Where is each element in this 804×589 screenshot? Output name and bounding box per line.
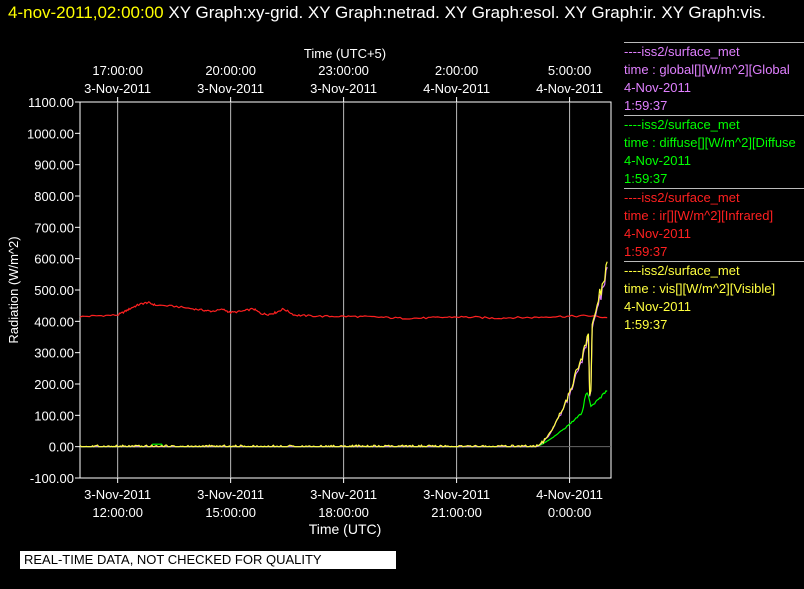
y-tick-label: 800.00 xyxy=(34,189,74,204)
y-tick-label: 1000.00 xyxy=(27,126,74,141)
legend-date: 4-Nov-2011 xyxy=(624,226,691,241)
x-tick-time: 18:00:00 xyxy=(318,505,369,520)
y-tick-label: 300.00 xyxy=(34,346,74,361)
x-tick-date: 4-Nov-2011 xyxy=(536,487,603,502)
x2-tick-time: 5:00:00 xyxy=(548,63,591,78)
quality-notice: REAL-TIME DATA, NOT CHECKED FOR QUALITY xyxy=(20,551,396,569)
series-lines xyxy=(79,261,608,448)
legend-date: 4-Nov-2011 xyxy=(624,153,691,168)
y-tick-label: 400.00 xyxy=(34,314,74,329)
y-tick-label: 500.00 xyxy=(34,283,74,298)
x2-axis-label: Time (UTC+5) xyxy=(304,46,386,61)
legend-time: 1:59:37 xyxy=(624,317,668,332)
y-tick-label: 700.00 xyxy=(34,220,74,235)
legend-time: 1:59:37 xyxy=(624,171,668,186)
chart-title: 4-nov-2011,02:00:00 XY Graph:xy-grid. XY… xyxy=(8,2,798,24)
x-axis-top-ticks: 17:00:00 3-Nov-2011 20:00:00 3-Nov-2011 23:0… xyxy=(84,63,603,102)
grid-lines xyxy=(80,102,611,478)
x-tick-date: 3-Nov-2011 xyxy=(84,487,151,502)
legend-variable: time : diffuse[][W/m^2][Diffuse xyxy=(624,135,796,150)
y-tick-label: 1100.00 xyxy=(28,95,74,110)
x-tick-date: 3-Nov-2011 xyxy=(197,487,264,502)
x2-tick-time: 20:00:00 xyxy=(205,63,256,78)
legend-variable: time : ir[][W/m^2][Infrared] xyxy=(624,208,774,223)
legend-source: ----iss2/surface_met xyxy=(624,44,740,59)
x2-tick-time: 2:00:00 xyxy=(435,63,478,78)
x2-tick-time: 23:00:00 xyxy=(318,63,369,78)
y-tick-label: 200.00 xyxy=(34,377,74,392)
legend-source: ----iss2/surface_met xyxy=(624,190,740,205)
series-line-ir xyxy=(79,301,608,320)
plot-frame xyxy=(79,101,612,479)
x2-tick-date: 4-Nov-2011 xyxy=(423,81,490,96)
legend-time: 1:59:37 xyxy=(624,244,668,259)
legend-date: 4-Nov-2011 xyxy=(624,80,691,95)
y-tick-label: 900.00 xyxy=(34,158,74,173)
series-line-vis xyxy=(79,261,608,448)
x-tick-date: 3-Nov-2011 xyxy=(423,487,490,502)
legend-source: ----iss2/surface_met xyxy=(624,263,740,278)
y-tick-label: 100.00 xyxy=(34,408,74,423)
title-timestamp: 4-nov-2011,02:00:00 xyxy=(8,3,164,22)
y-axis-label: Radiation (W/m^2) xyxy=(6,236,21,343)
legend-date: 4-Nov-2011 xyxy=(624,299,691,314)
title-graph-list: XY Graph:xy-grid. XY Graph:netrad. XY Gr… xyxy=(168,3,766,22)
x-tick-time: 0:00:00 xyxy=(548,505,591,520)
y-tick-label: -100.00 xyxy=(30,471,74,486)
x-tick-date: 3-Nov-2011 xyxy=(310,487,377,502)
y-axis-ticks: -100.00 0.00 100.00 200.00 300.00 400.00 500.0… xyxy=(27,95,80,486)
x-tick-time: 15:00:00 xyxy=(205,505,256,520)
x-tick-time: 21:00:00 xyxy=(431,505,482,520)
x2-tick-date: 3-Nov-2011 xyxy=(84,81,151,96)
legend-source: ----iss2/surface_met xyxy=(624,117,740,132)
x-axis-bottom-ticks: 3-Nov-2011 12:00:00 3-Nov-2011 15:00:00 3-No… xyxy=(84,478,603,520)
legend-time: 1:59:37 xyxy=(624,98,668,113)
legend-variable: time : vis[][W/m^2][Visible] xyxy=(624,281,776,296)
x2-tick-date: 4-Nov-2011 xyxy=(536,81,603,96)
x2-tick-time: 17:00:00 xyxy=(92,63,143,78)
y-tick-label: 0.00 xyxy=(49,440,74,455)
legend-variable: time : global[][W/m^2][Global xyxy=(624,62,790,77)
y-tick-label: 600.00 xyxy=(34,252,74,267)
x-tick-time: 12:00:00 xyxy=(92,505,143,520)
x-axis-label: Time (UTC) xyxy=(309,521,382,537)
x2-tick-date: 3-Nov-2011 xyxy=(197,81,264,96)
x2-tick-date: 3-Nov-2011 xyxy=(310,81,377,96)
